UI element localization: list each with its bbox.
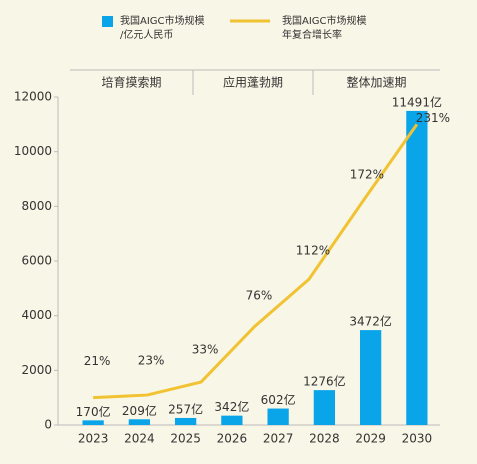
line-value-label: 33% <box>192 343 219 357</box>
x-tick-label: 2030 <box>402 432 433 446</box>
y-tick-label: 12000 <box>14 90 52 104</box>
phase-label: 应用蓬勃期 <box>223 75 283 90</box>
bar <box>221 415 243 425</box>
y-tick-label: 2000 <box>21 363 52 377</box>
line-value-label: 76% <box>246 289 273 303</box>
line-value-label: 23% <box>138 354 165 368</box>
y-tick-label: 8000 <box>21 199 52 213</box>
y-tick-label: 0 <box>44 418 52 432</box>
x-tick-label: 2028 <box>309 432 340 446</box>
bar-value-label: 3472亿 <box>349 314 392 329</box>
bar-value-label: 342亿 <box>214 399 249 414</box>
bar-value-label: 1276亿 <box>303 374 346 389</box>
bar <box>128 419 151 425</box>
x-tick-label: 2029 <box>355 432 386 446</box>
legend-label: 年复合增长率 <box>282 28 342 41</box>
bar <box>82 420 104 425</box>
line-value-label: 231% <box>416 111 450 125</box>
x-tick-label: 2025 <box>170 432 201 446</box>
x-tick-label: 2026 <box>217 432 248 446</box>
phase-label: 整体加速期 <box>346 75 406 90</box>
bar <box>174 417 197 425</box>
bar-value-label: 209亿 <box>122 403 157 418</box>
legend-label: 我国AIGC市场规模 <box>120 14 205 27</box>
x-tick-label: 2023 <box>78 432 109 446</box>
y-tick-label: 6000 <box>21 254 52 268</box>
y-tick-label: 4000 <box>21 308 52 322</box>
bar-value-label: 170亿 <box>76 404 111 419</box>
line-value-label: 112% <box>296 244 330 258</box>
line-value-label: 21% <box>84 354 111 368</box>
bar-value-label: 257亿 <box>168 401 203 416</box>
bar <box>267 408 289 425</box>
line-value-label: 172% <box>350 168 384 182</box>
bar-value-label: 602亿 <box>261 392 296 407</box>
legend-label: 我国AIGC市场规模 <box>282 14 367 27</box>
bar-value-label: 11491亿 <box>392 94 442 109</box>
x-tick-label: 2027 <box>263 432 294 446</box>
growth-line <box>93 123 419 400</box>
x-tick-label: 2024 <box>124 432 155 446</box>
bar <box>359 330 382 425</box>
bar <box>406 110 428 426</box>
bar <box>313 390 336 425</box>
legend-label: /亿元人民币 <box>120 28 173 41</box>
legend-swatch <box>102 16 113 27</box>
phase-label: 培育摸索期 <box>101 75 161 90</box>
y-tick-label: 10000 <box>14 144 52 158</box>
